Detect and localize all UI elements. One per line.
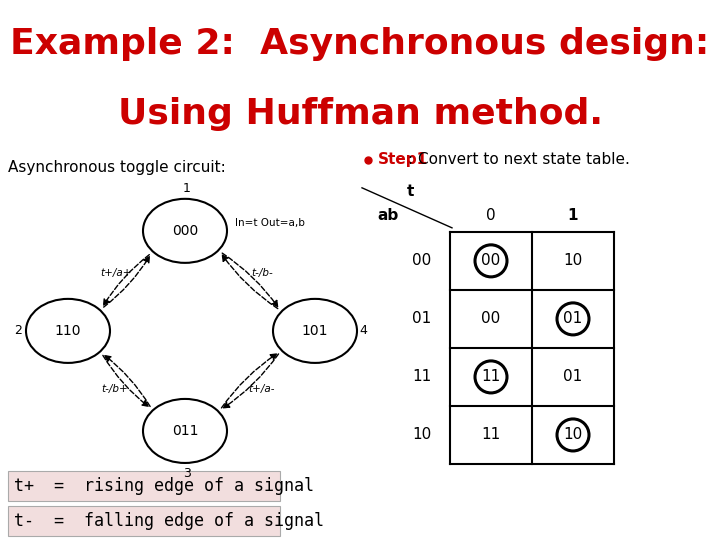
Text: Example 2:  Asynchronous design:: Example 2: Asynchronous design: xyxy=(10,27,710,60)
Text: 110: 110 xyxy=(55,324,81,338)
Text: 00: 00 xyxy=(482,253,500,268)
Text: 2: 2 xyxy=(14,325,22,338)
Text: 1: 1 xyxy=(568,208,578,224)
Text: t-/b+: t-/b+ xyxy=(101,384,128,394)
Text: ab: ab xyxy=(377,208,399,224)
Text: 00: 00 xyxy=(482,312,500,326)
Text: t+/a+: t+/a+ xyxy=(101,268,132,278)
Bar xyxy=(8,471,280,501)
Text: 10: 10 xyxy=(563,428,582,442)
Text: 000: 000 xyxy=(172,224,198,238)
Text: 01: 01 xyxy=(413,312,431,326)
Text: 0: 0 xyxy=(486,208,496,224)
Text: 1: 1 xyxy=(183,182,191,195)
Text: 10: 10 xyxy=(563,253,582,268)
Text: : Convert to next state table.: : Convert to next state table. xyxy=(408,152,630,167)
Text: 01: 01 xyxy=(563,312,582,326)
Text: 11: 11 xyxy=(482,428,500,442)
Text: Asynchronous toggle circuit:: Asynchronous toggle circuit: xyxy=(8,160,226,175)
Text: t+  =  rising edge of a signal: t+ = rising edge of a signal xyxy=(14,477,314,495)
Text: 11: 11 xyxy=(413,369,431,384)
Text: t+/a-: t+/a- xyxy=(248,384,275,394)
Bar xyxy=(8,506,280,536)
Text: 10: 10 xyxy=(413,428,431,442)
Text: 011: 011 xyxy=(172,424,198,438)
Text: 00: 00 xyxy=(413,253,431,268)
Text: t: t xyxy=(406,184,414,199)
Text: 01: 01 xyxy=(563,369,582,384)
Text: t-/b-: t-/b- xyxy=(251,268,273,278)
Text: 11: 11 xyxy=(482,369,500,384)
Text: 4: 4 xyxy=(359,325,367,338)
Text: Step1: Step1 xyxy=(378,152,428,167)
Text: Using Huffman method.: Using Huffman method. xyxy=(117,97,603,131)
Text: In=t Out=a,b: In=t Out=a,b xyxy=(235,218,305,228)
Text: 101: 101 xyxy=(302,324,328,338)
Text: t-  =  falling edge of a signal: t- = falling edge of a signal xyxy=(14,512,324,530)
Text: 3: 3 xyxy=(183,467,191,480)
